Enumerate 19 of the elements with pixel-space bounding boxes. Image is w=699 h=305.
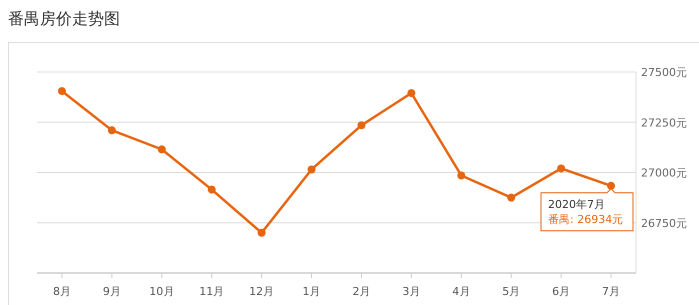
ytick: 27000元 xyxy=(641,166,687,180)
xtick: 4月 xyxy=(452,285,470,298)
title: 番禺房价走势图 xyxy=(8,9,120,28)
xtick: 1月 xyxy=(302,285,321,298)
xtick: 9月 xyxy=(102,285,121,298)
xtick: 7月 xyxy=(602,285,620,298)
ytick: 27250元 xyxy=(641,116,687,130)
annotation: 番禺: 26934元 xyxy=(548,212,624,226)
annotation: 2020年7月 xyxy=(548,198,605,211)
ytick: 27500元 xyxy=(641,66,687,79)
ytick: 26750元 xyxy=(641,216,687,230)
xtick: 2月 xyxy=(352,285,370,298)
xtick: 3月 xyxy=(402,285,420,298)
xtick: 12月 xyxy=(249,285,274,298)
xtick: 6月 xyxy=(552,285,570,298)
xtick: 5月 xyxy=(502,285,520,298)
xtick: 10月 xyxy=(149,285,174,298)
xtick: 8月 xyxy=(52,285,71,298)
xtick: 11月 xyxy=(199,285,224,298)
